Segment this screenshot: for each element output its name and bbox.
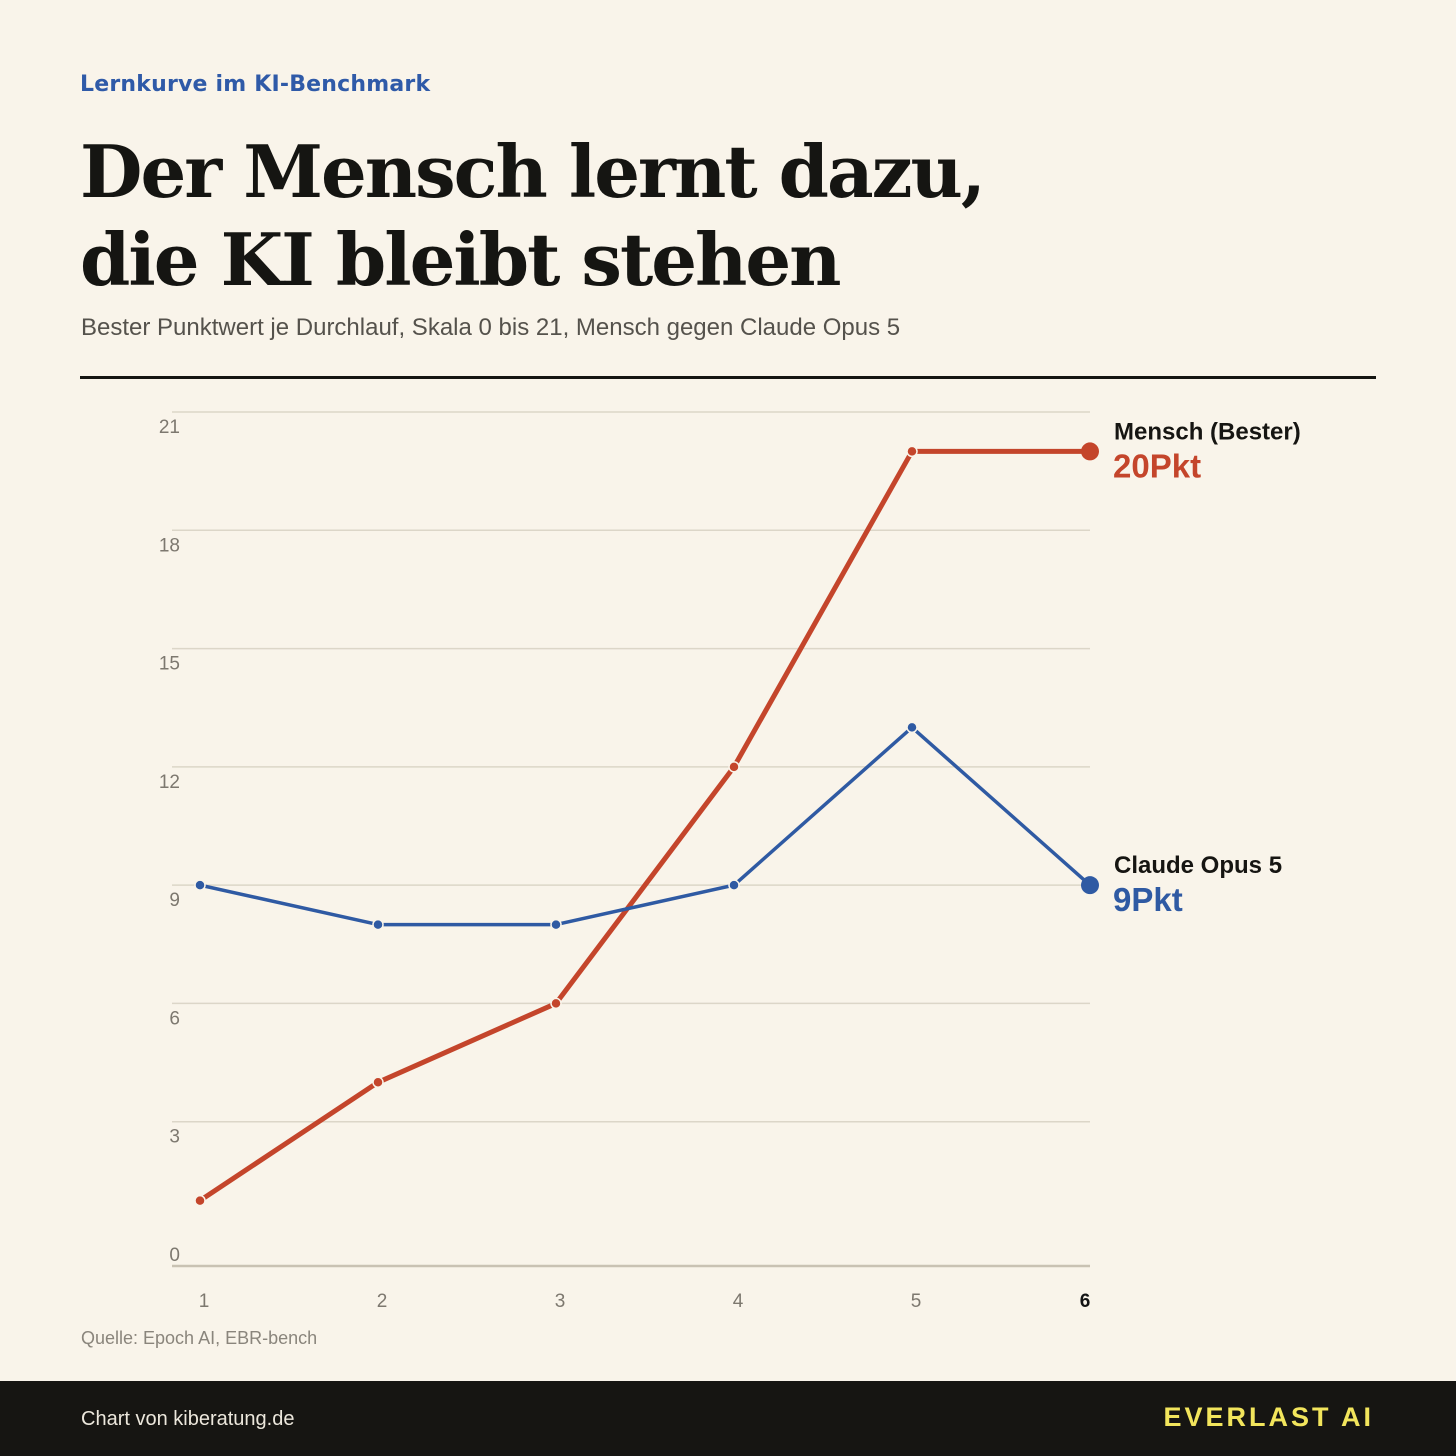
y-axis-ticks: 0 3 6 9 12 15 18 21 — [159, 417, 180, 1266]
data-point-human — [194, 1194, 206, 1207]
source-note: Quelle: Epoch AI, EBR-bench — [81, 1328, 318, 1348]
y-tick-label: 0 — [169, 1245, 180, 1266]
series-line-human — [197, 448, 1093, 1204]
chart-subtitle: Bester Punktwert je Durchlauf, Skala 0 b… — [81, 314, 901, 341]
y-tick-label: 6 — [169, 1008, 180, 1029]
data-point-ai — [550, 918, 562, 931]
footer-bar: Chart von kiberatung.de EVERLAST AI — [0, 1381, 1456, 1456]
data-point-ai — [194, 879, 206, 891]
footer-credit: Chart von kiberatung.de — [81, 1408, 295, 1430]
data-point-human — [728, 761, 740, 773]
data-point-ai — [372, 918, 384, 931]
gridlines — [172, 411, 1090, 1123]
x-tick-label: 6 — [1080, 1291, 1091, 1312]
data-point-ai — [906, 721, 918, 734]
series-value-ai: 9Pkt — [1113, 881, 1183, 918]
x-axis-ticks: 1 2 3 4 5 6 — [199, 1291, 1091, 1312]
y-tick-label: 9 — [169, 890, 180, 911]
data-point-ai — [728, 879, 740, 891]
data-point-ai — [1081, 876, 1099, 895]
series-layer — [194, 442, 1099, 1207]
brand-logo: EVERLAST AI — [1163, 1402, 1374, 1432]
x-tick-label: 2 — [377, 1291, 388, 1312]
data-point-human — [1081, 442, 1099, 461]
x-tick-label: 1 — [199, 1291, 210, 1312]
y-tick-label: 12 — [159, 772, 180, 793]
series-name-human: Mensch (Bester) — [1114, 418, 1301, 445]
y-tick-label: 3 — [169, 1127, 180, 1148]
x-tick-label: 4 — [733, 1291, 744, 1312]
kicker: Lernkurve im KI-Benchmark — [80, 72, 431, 97]
y-tick-label: 15 — [159, 654, 180, 675]
x-tick-label: 5 — [911, 1291, 922, 1312]
data-point-human — [372, 1076, 384, 1089]
chart-title-line-1: Der Mensch lernt dazu, — [80, 129, 986, 214]
y-tick-label: 18 — [159, 535, 180, 556]
chart-title: Der Mensch lernt dazu, die KI bleibt ste… — [80, 128, 1180, 304]
chart-title-line-2: die KI bleibt stehen — [80, 217, 842, 302]
series-value-human: 20Pkt — [1113, 447, 1201, 484]
data-point-human — [906, 445, 918, 458]
header-rule — [80, 376, 1376, 379]
x-tick-label: 3 — [555, 1291, 566, 1312]
data-point-human — [550, 997, 562, 1010]
series-line-ai — [198, 725, 1092, 927]
series-name-ai: Claude Opus 5 — [1114, 852, 1282, 879]
y-tick-label: 21 — [159, 417, 180, 438]
